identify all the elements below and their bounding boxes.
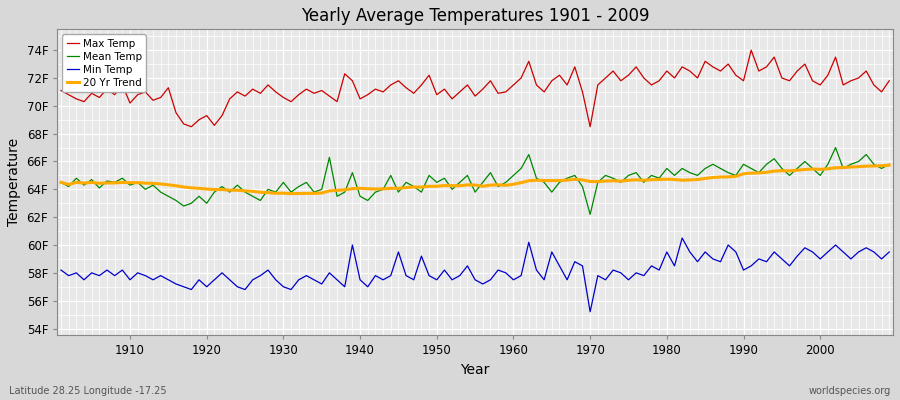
Min Temp [677, 236, 688, 240]
Mean Temp [56, 180, 67, 185]
20 Yr Trend [285, 191, 296, 196]
Max Temp [117, 82, 128, 87]
Line: Mean Temp: Mean Temp [61, 148, 889, 214]
20 Yr Trend [117, 180, 128, 185]
Min Temp [117, 268, 128, 272]
Line: 20 Yr Trend: 20 Yr Trend [61, 165, 889, 194]
Mean Temp [585, 212, 596, 217]
Mean Temp [285, 190, 296, 194]
Min Temp [285, 287, 296, 292]
Max Temp [339, 72, 350, 76]
Min Temp [500, 270, 511, 275]
Min Temp [508, 278, 518, 282]
20 Yr Trend [608, 178, 618, 183]
Min Temp [884, 250, 895, 254]
Mean Temp [884, 162, 895, 167]
Max Temp [746, 48, 757, 52]
Text: Latitude 28.25 Longitude -17.25: Latitude 28.25 Longitude -17.25 [9, 386, 166, 396]
20 Yr Trend [516, 180, 526, 185]
Max Temp [293, 92, 304, 97]
X-axis label: Year: Year [461, 363, 490, 377]
20 Yr Trend [339, 188, 350, 192]
Max Temp [516, 76, 526, 80]
Title: Yearly Average Temperatures 1901 - 2009: Yearly Average Temperatures 1901 - 2009 [301, 7, 650, 25]
Mean Temp [830, 145, 841, 150]
Min Temp [56, 268, 67, 272]
Line: Min Temp: Min Temp [61, 238, 889, 312]
Max Temp [56, 88, 67, 93]
Min Temp [585, 310, 596, 314]
Mean Temp [500, 180, 511, 185]
Mean Temp [508, 173, 518, 178]
Mean Temp [608, 176, 618, 180]
20 Yr Trend [508, 182, 518, 187]
Min Temp [332, 278, 343, 282]
Mean Temp [332, 194, 343, 199]
Line: Max Temp: Max Temp [61, 50, 889, 127]
Y-axis label: Temperature: Temperature [7, 138, 21, 226]
Legend: Max Temp, Mean Temp, Min Temp, 20 Yr Trend: Max Temp, Mean Temp, Min Temp, 20 Yr Tre… [62, 34, 147, 92]
Text: worldspecies.org: worldspecies.org [809, 386, 891, 396]
20 Yr Trend [884, 163, 895, 168]
Min Temp [608, 268, 618, 272]
20 Yr Trend [56, 180, 67, 185]
Max Temp [608, 69, 618, 74]
Max Temp [508, 82, 518, 87]
Max Temp [186, 124, 197, 129]
Max Temp [884, 78, 895, 83]
20 Yr Trend [293, 191, 304, 196]
Mean Temp [117, 176, 128, 180]
